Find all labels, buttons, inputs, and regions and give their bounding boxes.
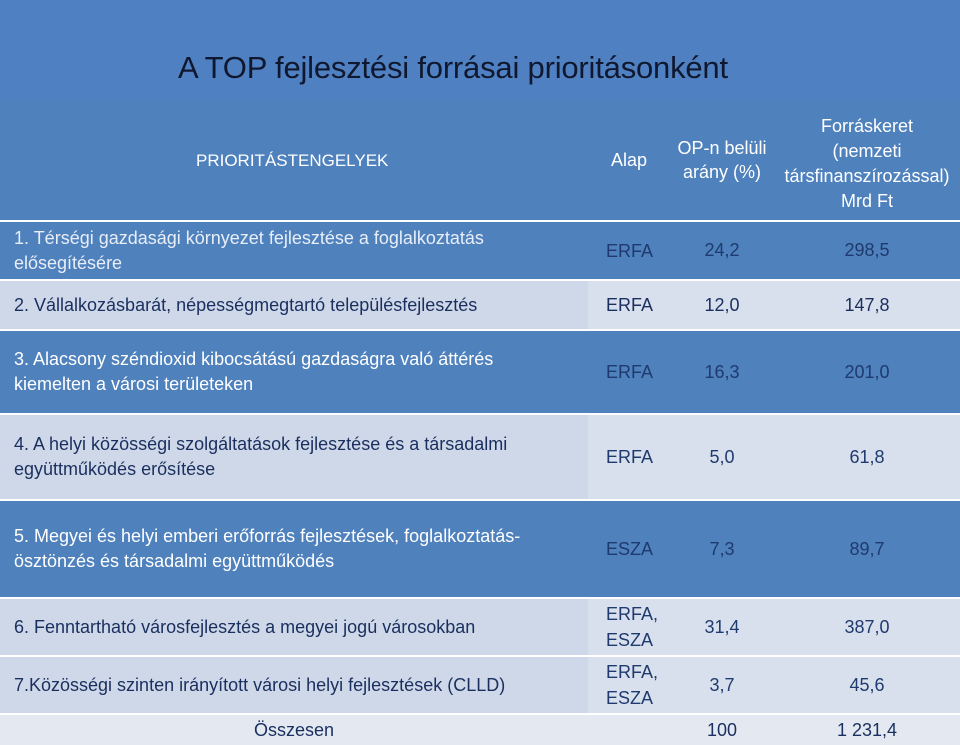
budget-cell: 147,8 <box>774 281 960 331</box>
ratio-cell: 12,0 <box>670 281 774 331</box>
fund-cell: ERFA <box>588 415 670 501</box>
header-ratio: OP-n belüli arány (%) <box>670 100 774 222</box>
fund-line: ERFA, <box>606 604 659 624</box>
table-row: 1. Térségi gazdasági környezet fejleszté… <box>0 222 960 281</box>
fund-line: ESZA <box>606 539 654 559</box>
header-budget-line3: társfinanszírozással) <box>784 166 950 186</box>
ratio-cell: 3,7 <box>670 657 774 715</box>
priority-line: kiemelten a városi területeken <box>14 374 254 394</box>
fund-line: ERFA <box>606 240 654 261</box>
header-budget-line2: (nemzeti <box>832 141 902 161</box>
ratio-cell: 31,4 <box>670 599 774 657</box>
priority-line: elősegítésére <box>14 252 123 273</box>
priority-line: 4. A helyi közösségi szolgáltatások fejl… <box>14 434 508 454</box>
priority-cell: 5. Megyei és helyi emberi erőforrás fejl… <box>0 501 588 599</box>
fund-line: ERFA, <box>606 662 659 682</box>
priority-line: 3. Alacsony széndioxid kibocsátású gazda… <box>14 349 494 369</box>
fund-line: ERFA <box>606 362 654 382</box>
fund-cell: ERFA <box>588 331 670 415</box>
fund-cell: ESZA <box>588 501 670 599</box>
table-row: 6. Fenntartható városfejlesztés a megyei… <box>0 599 960 657</box>
budget-cell: 201,0 <box>774 331 960 415</box>
header-ratio-line1: OP-n belüli <box>677 138 767 158</box>
budget-cell: 387,0 <box>774 599 960 657</box>
table-row: 7.Közösségi szinten irányított városi he… <box>0 657 960 715</box>
header-budget-line4: Mrd Ft <box>841 191 893 211</box>
ratio-cell: 24,2 <box>670 222 774 281</box>
header-fund: Alap <box>588 100 670 222</box>
priority-cell: 7.Közösségi szinten irányított városi he… <box>0 657 588 715</box>
priority-table: PRIORITÁSTENGELYEK Alap OP-n belüli arán… <box>0 100 960 745</box>
slide-title: A TOP fejlesztési forrásai prioritásonké… <box>178 50 728 85</box>
priority-cell: 6. Fenntartható városfejlesztés a megyei… <box>0 599 588 657</box>
ratio-cell: 5,0 <box>670 415 774 501</box>
header-budget-line1: Forráskeret <box>820 116 914 136</box>
table-row: 5. Megyei és helyi emberi erőforrás fejl… <box>0 501 960 599</box>
header-ratio-line2: arány (%) <box>682 162 762 182</box>
budget-cell: 89,7 <box>774 501 960 599</box>
budget-cell: 61,8 <box>774 415 960 501</box>
fund-line: ESZA <box>606 688 654 708</box>
fund-cell: ERFA, ESZA <box>588 657 670 715</box>
priority-cell: 1. Térségi gazdasági környezet fejleszté… <box>0 222 588 281</box>
ratio-cell: 16,3 <box>670 331 774 415</box>
priority-line: 7.Közösségi szinten irányított városi he… <box>14 674 506 695</box>
priority-line: 6. Fenntartható városfejlesztés a megyei… <box>14 616 476 637</box>
priority-line: ösztönzés és társadalmi együttműködés <box>14 551 335 571</box>
budget-cell: 45,6 <box>774 657 960 715</box>
budget-cell: 298,5 <box>774 222 960 281</box>
table-row: 4. A helyi közösségi szolgáltatások fejl… <box>0 415 960 501</box>
priority-line: 1. Térségi gazdasági környezet fejleszté… <box>14 227 484 248</box>
fund-cell: ERFA <box>588 222 670 281</box>
fund-line: ERFA <box>606 295 654 315</box>
priority-cell: 2. Vállalkozásbarát, népességmegtartó te… <box>0 281 588 331</box>
priority-line: 2. Vállalkozásbarát, népességmegtartó te… <box>14 294 478 315</box>
fund-line: ERFA <box>606 447 654 467</box>
title-bar: A TOP fejlesztési forrásai prioritásonké… <box>0 0 960 100</box>
priority-line: együttműködés erősítése <box>14 459 216 479</box>
fund-cell: ERFA, ESZA <box>588 599 670 657</box>
ratio-cell: 7,3 <box>670 501 774 599</box>
priority-cell: 4. A helyi közösségi szolgáltatások fejl… <box>0 415 588 501</box>
header-budget: Forráskeret (nemzeti társfinanszírozássa… <box>774 100 960 222</box>
priority-line: 5. Megyei és helyi emberi erőforrás fejl… <box>14 526 521 546</box>
header-priorities: PRIORITÁSTENGELYEK <box>0 100 588 222</box>
fund-cell: ERFA <box>588 281 670 331</box>
fund-line: ESZA <box>606 630 654 650</box>
priority-cell: 3. Alacsony széndioxid kibocsátású gazda… <box>0 331 588 415</box>
table-row: 2. Vállalkozásbarát, népességmegtartó te… <box>0 281 960 331</box>
table-row: 3. Alacsony széndioxid kibocsátású gazda… <box>0 331 960 415</box>
table-header-row: PRIORITÁSTENGELYEK Alap OP-n belüli arán… <box>0 100 960 222</box>
